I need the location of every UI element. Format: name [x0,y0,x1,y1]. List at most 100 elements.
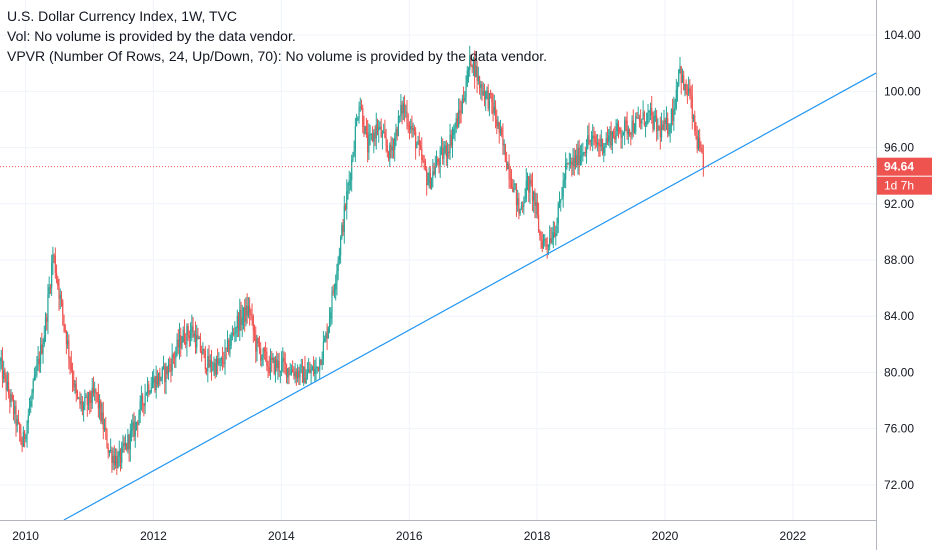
chart-legend: U.S. Dollar Currency Index, 1W, TVC Vol:… [7,6,547,66]
candle-body [344,205,347,209]
candle-body [431,178,433,189]
candle-body [129,430,131,450]
candle-body [676,85,679,90]
candle-body [533,191,535,201]
candle-body [180,335,182,348]
candle-body [360,107,363,109]
candle-body [550,237,552,243]
candle-body [197,335,199,340]
candle-body [314,369,316,375]
candle-body [280,361,283,371]
candle-body [518,198,520,214]
candle-body [333,289,336,293]
candle-body [583,152,585,154]
candle-body [175,351,177,358]
candle-body [383,131,385,133]
candle-body [265,351,267,353]
candle-body [412,128,414,131]
candle-body [119,450,122,463]
candle-body [48,287,50,295]
candle-body [294,371,296,377]
time-tick-label: 2018 [524,529,551,543]
candle-body [690,92,692,97]
candle-body [321,358,323,365]
candle-body [212,369,214,371]
candle-body [536,202,538,215]
price-badge [877,157,932,176]
candle-body [177,339,179,348]
candle-body [524,198,526,203]
candle-body [406,111,408,126]
candle-body [700,148,702,150]
candle-body [8,381,10,394]
candle-body [273,357,275,374]
candle-body [480,84,482,88]
candle-body [11,394,13,400]
candle-body [185,342,187,345]
candle-body [378,127,380,131]
candle-body [230,335,232,346]
candle-body [269,357,272,373]
candle-body [242,307,245,318]
candle-body [563,179,566,181]
candle-body [23,431,26,439]
candle-body [17,418,20,424]
candle-body [30,401,32,407]
candle-body [370,133,372,135]
candle-body [685,84,687,94]
candle-body [593,135,595,137]
candle-body [503,144,505,146]
candle-body [585,148,588,154]
candle-body [423,160,425,162]
candle-body [68,340,70,358]
candle-body [437,159,439,163]
candle-body [132,422,134,429]
candle-body [582,152,584,156]
candle-body [369,134,371,136]
candle-body [12,399,15,415]
candle-body [25,437,27,439]
candle-body [135,422,138,424]
candle-body [338,255,340,260]
candle-body [526,176,529,181]
candle-body [385,137,387,146]
candle-body [14,406,16,415]
candle-body [692,115,695,119]
candle-body [492,102,494,114]
candle-body [399,115,401,117]
candle-body [604,144,606,147]
candle-body [465,86,467,98]
candle-body [654,115,657,117]
candle-body [87,392,90,405]
candle-body [76,393,79,398]
candle-body [641,118,643,124]
candle-body [534,191,536,206]
candle-body [552,232,554,239]
candle-body [380,126,382,138]
candle-body [140,395,143,401]
candle-body [497,122,499,127]
candle-body [619,128,621,133]
candle-body [471,65,473,68]
candle-body [631,120,633,135]
candle-body [89,392,91,403]
candle-body [417,140,419,145]
candle-body [36,364,38,375]
candle-body [646,113,648,125]
candle-body [514,183,516,185]
candle-body [609,131,611,136]
candle-body [446,151,449,157]
candle-body [217,358,219,365]
candle-body [210,359,213,370]
candle-body [635,116,637,132]
price-tick-label: 92.00 [884,197,914,211]
candle-body [648,110,650,113]
time-tick-label: 2010 [12,529,39,543]
candle-body [57,278,59,286]
candle-body [459,109,461,113]
candle-body [139,400,141,416]
candle-body [63,314,65,325]
candle-body [160,377,162,381]
candle-body [688,88,690,94]
